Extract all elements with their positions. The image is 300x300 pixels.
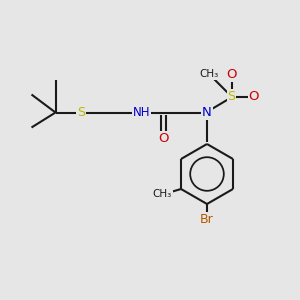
- Text: CH₃: CH₃: [200, 69, 219, 80]
- Text: NH: NH: [133, 106, 150, 119]
- Text: CH₃: CH₃: [153, 189, 172, 200]
- Text: Br: Br: [200, 213, 214, 226]
- Text: S: S: [77, 106, 85, 119]
- Text: O: O: [158, 131, 169, 145]
- Text: O: O: [248, 90, 259, 103]
- Text: N: N: [202, 106, 212, 119]
- Text: O: O: [226, 68, 237, 81]
- Text: S: S: [228, 90, 236, 103]
